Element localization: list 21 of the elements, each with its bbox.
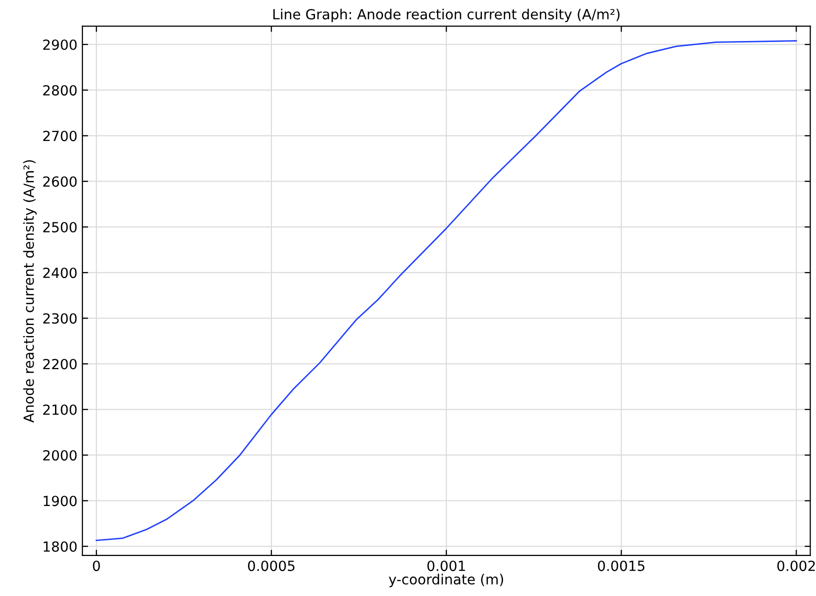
x-tick-label: 0 (92, 560, 100, 572)
y-tick-label: 2300 (43, 313, 77, 324)
y-tick-label: 2700 (43, 130, 77, 142)
y-tick-label: 1900 (44, 496, 77, 506)
x-tick-label: 0.0015 (598, 560, 644, 572)
y-tick-label: 2800 (43, 85, 77, 96)
x-axis-title: y-coordinate (m) (388, 574, 504, 588)
chart-title: Line Graph: Anode reaction current density (A/m²) (273, 8, 620, 22)
y-tick-label: 2200 (43, 358, 77, 370)
line-series (96, 40, 797, 542)
x-tick-label: 0.0005 (248, 560, 294, 572)
y-axis-title: Anode reaction current density (A/m²) (23, 160, 37, 423)
y-tick-label: 2000 (43, 450, 77, 461)
y-tick-label: 2500 (43, 222, 77, 232)
y-tick-label: 2900 (43, 39, 77, 50)
x-tick-label: 0.001 (427, 560, 465, 572)
y-tick-label: 2600 (43, 176, 77, 187)
x-tick-label: 0.002 (777, 560, 815, 572)
y-tick-label: 1800 (44, 541, 77, 552)
y-tick-label: 2400 (43, 268, 77, 278)
y-tick-label: 2100 (43, 404, 77, 415)
